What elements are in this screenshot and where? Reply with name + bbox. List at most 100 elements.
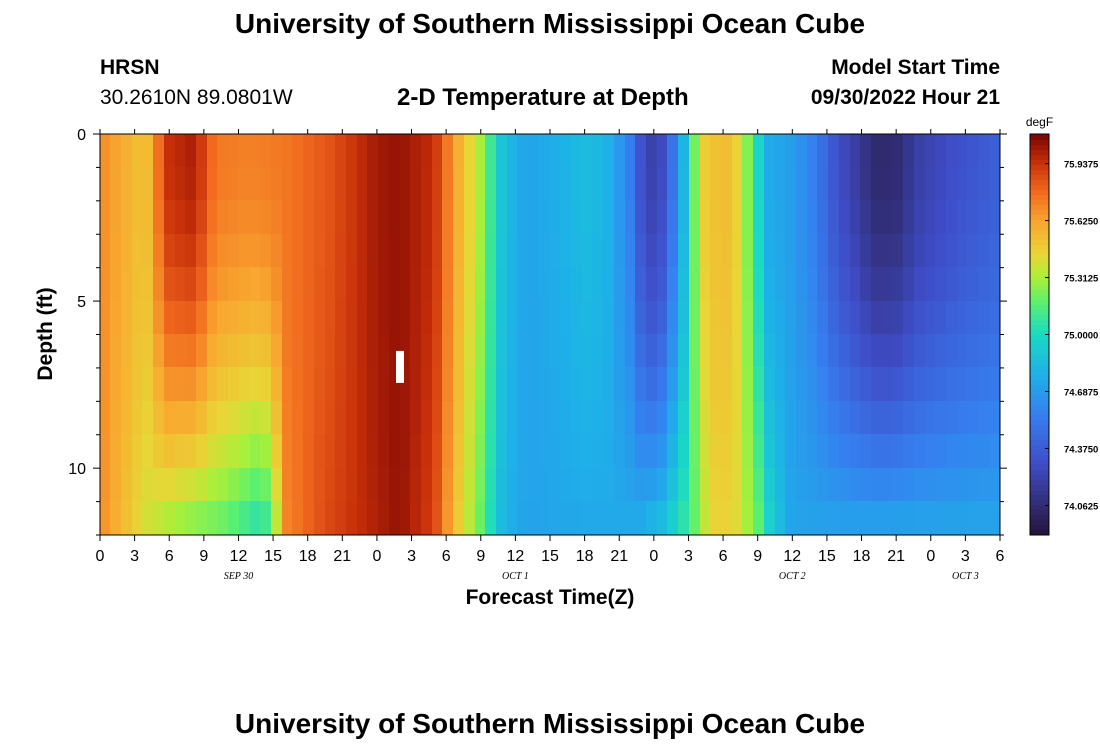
heatmap-cell [517, 367, 529, 402]
heatmap-cell [592, 468, 604, 502]
heatmap-cell [335, 167, 347, 201]
heatmap-cell [860, 501, 872, 535]
colorbar-tick-label: 75.3125 [1064, 274, 1099, 285]
heatmap-cell [903, 301, 915, 335]
heatmap-cell [689, 401, 701, 435]
heatmap-cell [678, 134, 690, 168]
heatmap-cell [689, 434, 701, 469]
heatmap-cell [882, 301, 893, 335]
heatmap-cell [635, 301, 647, 335]
heatmap-cell [732, 468, 743, 502]
heatmap-cell [453, 167, 465, 201]
heatmap-cell [282, 401, 293, 435]
heatmap-cell [303, 468, 315, 502]
heatmap-cell [678, 301, 690, 335]
heatmap-cell [646, 234, 658, 268]
heatmap-cell [421, 367, 433, 402]
colorbar-swatch [1030, 359, 1049, 365]
heatmap-cell [110, 134, 122, 168]
heatmap-cell [228, 334, 240, 368]
heatmap-cell [592, 401, 604, 435]
heatmap-cell [325, 301, 336, 335]
heatmap-cell [582, 468, 593, 502]
heatmap-cell [957, 434, 968, 469]
heatmap-cell [967, 434, 979, 469]
colorbar-swatch [1030, 144, 1049, 150]
heatmap-cell [100, 234, 111, 268]
heatmap-cell [314, 434, 325, 469]
heatmap-cells [100, 134, 1000, 535]
heatmap-cell [400, 434, 411, 469]
heatmap-cell [367, 167, 379, 201]
heatmap-cell [914, 401, 925, 435]
heatmap-cell [528, 167, 540, 201]
heatmap-cell [925, 367, 936, 402]
heatmap-cell [742, 200, 754, 235]
heatmap-cell [121, 334, 133, 368]
x-tick-label: 3 [684, 548, 693, 565]
heatmap-cell [882, 267, 893, 302]
heatmap-cell [142, 501, 154, 535]
heatmap-cell [325, 468, 336, 502]
colorbar-swatch [1030, 414, 1049, 420]
colorbar-swatch [1030, 209, 1049, 215]
heatmap-cell [378, 200, 390, 235]
x-tick-label: 0 [649, 548, 658, 565]
heatmap-cell [410, 167, 422, 201]
heatmap-cell [817, 167, 829, 201]
heatmap-cell [657, 334, 668, 368]
heatmap-cell [175, 334, 186, 368]
heatmap-cell [817, 367, 829, 402]
heatmap-cell [946, 334, 958, 368]
heatmap-cell [785, 501, 797, 535]
colorbar-swatch [1030, 334, 1049, 340]
heatmap-cell [775, 334, 786, 368]
heatmap-cell [496, 234, 508, 268]
heatmap-cell [732, 367, 743, 402]
colorbar-swatch [1030, 364, 1049, 370]
heatmap-cell [935, 367, 947, 402]
heatmap-cell [314, 167, 325, 201]
heatmap-cell [678, 200, 690, 235]
heatmap-cell [517, 501, 529, 535]
heatmap-cell [582, 434, 593, 469]
heatmap-cell [807, 401, 818, 435]
x-tick-label: 3 [130, 548, 139, 565]
heatmap-cell [432, 301, 443, 335]
heatmap-cell [646, 334, 658, 368]
heatmap-cell [346, 468, 358, 502]
heatmap-cell [110, 501, 122, 535]
heatmap-cell [539, 200, 550, 235]
heatmap-cell [935, 334, 947, 368]
heatmap-cell [292, 167, 304, 201]
heatmap-cell [892, 367, 904, 402]
heatmap-cell [614, 200, 625, 235]
heatmap-cell [271, 401, 283, 435]
heatmap-cell [978, 234, 990, 268]
heatmap-cell [935, 301, 947, 335]
heatmap-cell [175, 167, 186, 201]
heatmap-cell [378, 301, 390, 335]
heatmap-cell [882, 334, 893, 368]
heatmap-cell [603, 367, 615, 402]
colorbar-swatch [1030, 489, 1049, 495]
heatmap-cell [764, 501, 776, 535]
heatmap-cell [485, 200, 497, 235]
heatmap-cell [421, 501, 433, 535]
heatmap-cell [710, 334, 722, 368]
heatmap-cell [839, 367, 850, 402]
heatmap-cell [196, 401, 208, 435]
colorbar-swatch [1030, 309, 1049, 315]
heatmap-cell [185, 301, 197, 335]
heatmap-cell [667, 434, 679, 469]
heatmap-cell [914, 468, 925, 502]
heatmap-cell [828, 301, 840, 335]
heatmap-cell [721, 501, 733, 535]
heatmap-cell [721, 434, 733, 469]
heatmap-cell [507, 234, 518, 268]
heatmap-cell [517, 267, 529, 302]
heatmap-cell [667, 501, 679, 535]
heatmap-cell [292, 267, 304, 302]
heatmap-cell [335, 501, 347, 535]
heatmap-cell [271, 134, 283, 168]
